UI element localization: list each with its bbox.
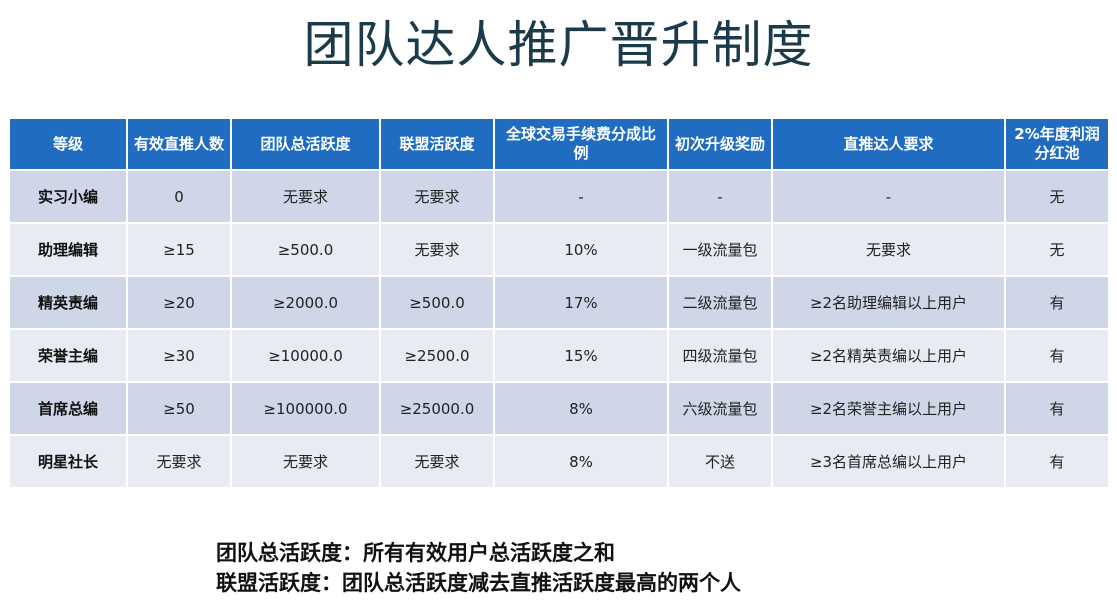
header-direct-referrals: 有效直推人数 — [126, 117, 232, 171]
table-cell: 8% — [493, 381, 669, 436]
table-row: 明星社长 无要求 无要求 无要求 8% 不送 ≥3名首席总编以上用户 有 — [8, 434, 1110, 489]
table-cell: - — [493, 169, 669, 224]
page-title: 团队达人推广晋升制度 — [303, 16, 814, 74]
table-cell: 8% — [493, 434, 669, 489]
definition-notes: 团队总活跃度：所有有效用户总活跃度之和 联盟活跃度：团队总活跃度减去直推活跃度最… — [216, 538, 741, 598]
table-cell: ≥20 — [126, 275, 232, 330]
table-cell: 无 — [1004, 169, 1110, 224]
table-cell: ≥25000.0 — [379, 381, 495, 436]
table-cell: 无 — [1004, 222, 1110, 277]
header-upgrade-reward: 初次升级奖励 — [667, 117, 773, 171]
table-cell: 无要求 — [126, 434, 232, 489]
header-level: 等级 — [8, 117, 128, 171]
table-cell: - — [667, 169, 773, 224]
table-row: 荣誉主编 ≥30 ≥10000.0 ≥2500.0 15% 四级流量包 ≥2名精… — [8, 328, 1110, 383]
table-row: 实习小编 0 无要求 无要求 - - - 无 — [8, 169, 1110, 224]
table-cell: 无要求 — [771, 222, 1006, 277]
table-cell: ≥2000.0 — [230, 275, 381, 330]
table-cell: ≥100000.0 — [230, 381, 381, 436]
table-cell: 无要求 — [230, 434, 381, 489]
table-cell: ≥2名精英责编以上用户 — [771, 328, 1006, 383]
table-cell: ≥2名荣誉主编以上用户 — [771, 381, 1006, 436]
table-cell: ≥30 — [126, 328, 232, 383]
table-cell: 0 — [126, 169, 232, 224]
table-cell: 无要求 — [230, 169, 381, 224]
table-cell: ≥3名首席总编以上用户 — [771, 434, 1006, 489]
header-fee-share: 全球交易手续费分成比例 — [493, 117, 669, 171]
table-cell: 不送 — [667, 434, 773, 489]
header-alliance-activity: 联盟活跃度 — [379, 117, 495, 171]
table-cell: ≥500.0 — [230, 222, 381, 277]
table-cell: ≥500.0 — [379, 275, 495, 330]
table-cell: 无要求 — [379, 222, 495, 277]
table-cell: 四级流量包 — [667, 328, 773, 383]
table-cell: ≥10000.0 — [230, 328, 381, 383]
table-cell: 一级流量包 — [667, 222, 773, 277]
table-cell: 六级流量包 — [667, 381, 773, 436]
table-cell: ≥15 — [126, 222, 232, 277]
table-cell: ≥2名助理编辑以上用户 — [771, 275, 1006, 330]
header-team-activity: 团队总活跃度 — [230, 117, 381, 171]
level-cell: 精英责编 — [8, 275, 128, 330]
level-cell: 首席总编 — [8, 381, 128, 436]
table-cell: ≥50 — [126, 381, 232, 436]
table-row: 首席总编 ≥50 ≥100000.0 ≥25000.0 8% 六级流量包 ≥2名… — [8, 381, 1110, 436]
header-referral-requirement: 直推达人要求 — [771, 117, 1006, 171]
table-cell: 有 — [1004, 328, 1110, 383]
table-cell: 有 — [1004, 434, 1110, 489]
table-cell: 17% — [493, 275, 669, 330]
level-cell: 助理编辑 — [8, 222, 128, 277]
table-row: 精英责编 ≥20 ≥2000.0 ≥500.0 17% 二级流量包 ≥2名助理编… — [8, 275, 1110, 330]
note-team-activity: 团队总活跃度：所有有效用户总活跃度之和 — [216, 541, 615, 565]
table-cell: ≥2500.0 — [379, 328, 495, 383]
table-cell: - — [771, 169, 1006, 224]
level-cell: 明星社长 — [8, 434, 128, 489]
table-row: 助理编辑 ≥15 ≥500.0 无要求 10% 一级流量包 无要求 无 — [8, 222, 1110, 277]
level-cell: 实习小编 — [8, 169, 128, 224]
table-cell: 二级流量包 — [667, 275, 773, 330]
header-profit-pool: 2%年度利润分红池 — [1004, 117, 1110, 171]
promotion-table: 等级 有效直推人数 团队总活跃度 联盟活跃度 全球交易手续费分成比例 初次升级奖… — [8, 117, 1110, 489]
table-cell: 无要求 — [379, 434, 495, 489]
table-cell: 有 — [1004, 275, 1110, 330]
table-cell: 无要求 — [379, 169, 495, 224]
table-header-row: 等级 有效直推人数 团队总活跃度 联盟活跃度 全球交易手续费分成比例 初次升级奖… — [8, 117, 1110, 171]
table-cell: 有 — [1004, 381, 1110, 436]
level-cell: 荣誉主编 — [8, 328, 128, 383]
note-alliance-activity: 联盟活跃度：团队总活跃度减去直推活跃度最高的两个人 — [216, 571, 741, 595]
table-cell: 15% — [493, 328, 669, 383]
table-cell: 10% — [493, 222, 669, 277]
